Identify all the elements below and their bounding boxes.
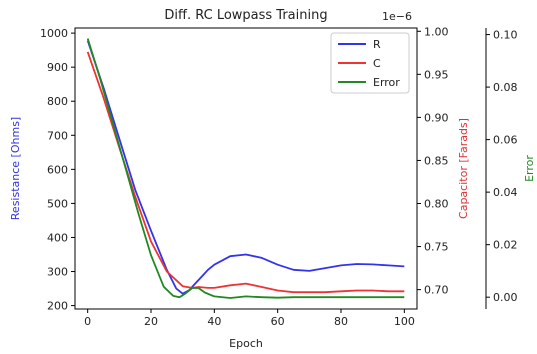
capacitor-tick-label: 0.90 xyxy=(424,111,449,124)
x-tick-label: 60 xyxy=(271,315,285,328)
plot-frame xyxy=(74,27,418,310)
series-lines xyxy=(86,38,405,299)
left-tick-label: 700 xyxy=(47,129,68,142)
x-tick-label: 100 xyxy=(394,315,415,328)
left-tick-label: 300 xyxy=(47,266,68,279)
x-tick-label: 20 xyxy=(144,315,158,328)
x-tick-label: 40 xyxy=(207,315,221,328)
legend-label: C xyxy=(373,57,381,70)
left-tick-label: 600 xyxy=(47,163,68,176)
x-axis-label: Epoch xyxy=(229,337,263,350)
left-tick-label: 900 xyxy=(47,61,68,74)
capacitor-axis: 0.70 0.75 0.80 0.85 0.90 0.95 1.00 xyxy=(417,25,449,297)
legend: RC Error xyxy=(330,32,410,94)
x-tick-label: 0 xyxy=(84,315,91,328)
left-tick-label: 500 xyxy=(47,197,68,210)
error-axis-label: Error xyxy=(523,155,536,182)
capacitor-tick-label: 0.95 xyxy=(424,68,449,81)
capacitor-axis-label: Capacitor [Farads] xyxy=(457,118,470,219)
capacitor-offset-text: 1e−6 xyxy=(382,10,412,23)
left-tick-label: 1000 xyxy=(40,27,68,40)
chart-title: Diff. RC Lowpass Training xyxy=(164,8,327,23)
error-tick-label: 0.06 xyxy=(493,134,518,147)
x-axis-ticks: 0 20 40 60 80 100 xyxy=(84,309,415,328)
error-axis: 0.00 0.02 0.04 0.06 0.08 0.10 xyxy=(485,28,518,309)
error-tick-label: 0.00 xyxy=(493,291,518,304)
error-tick-label: 0.04 xyxy=(493,186,518,199)
left-axis-label: Resistance [Ohms] xyxy=(9,117,22,220)
left-axis-ticks: 200 300 400 500 600 700 800 900 1000 xyxy=(40,27,75,313)
left-tick-label: 400 xyxy=(47,231,68,244)
series-line-r xyxy=(86,40,405,295)
capacitor-tick-label: 0.85 xyxy=(424,154,449,167)
capacitor-tick-label: 0.70 xyxy=(424,284,449,297)
error-tick-label: 0.08 xyxy=(493,81,518,94)
error-tick-label: 0.10 xyxy=(493,29,518,42)
capacitor-tick-label: 0.80 xyxy=(424,198,449,211)
legend-label: R xyxy=(373,38,381,51)
error-tick-label: 0.02 xyxy=(493,239,518,252)
capacitor-tick-label: 0.75 xyxy=(424,241,449,254)
left-tick-label: 200 xyxy=(47,300,68,313)
left-tick-label: 800 xyxy=(47,95,68,108)
legend-box xyxy=(330,32,410,94)
legend-label: Error xyxy=(373,76,400,89)
capacitor-tick-label: 1.00 xyxy=(424,25,449,38)
x-tick-label: 80 xyxy=(334,315,348,328)
series-line-error xyxy=(86,38,405,299)
series-line-c xyxy=(86,51,405,294)
